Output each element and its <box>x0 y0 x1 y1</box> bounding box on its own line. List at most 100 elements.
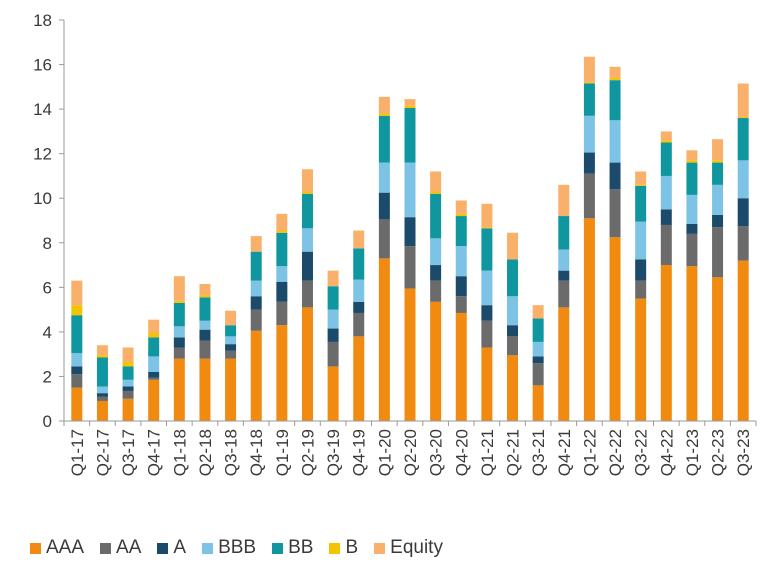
bar-segment-bb <box>583 83 595 116</box>
legend-label: Equity <box>390 537 443 558</box>
bar-segment-bbb <box>712 184 724 215</box>
bar-segment-aaa <box>712 277 724 421</box>
bar-segment-equity <box>583 56 595 83</box>
y-tick-label: 16 <box>33 56 52 75</box>
x-tick-label: Q1-18 <box>170 429 189 476</box>
bar-segment-b <box>712 160 724 163</box>
bar-segment-bbb <box>455 246 467 277</box>
y-tick-label: 0 <box>43 412 52 431</box>
legend-swatch <box>272 542 284 554</box>
bar-segment-bb <box>250 251 262 281</box>
bar-segment-aa <box>225 350 237 359</box>
bar-segment-a <box>558 270 570 281</box>
bar-segment-bb <box>353 248 365 280</box>
legend-swatch <box>202 542 214 554</box>
bar-segment-bbb <box>686 194 698 224</box>
legend-swatch <box>157 542 169 554</box>
bar-segment-a <box>455 276 467 297</box>
legend-swatch <box>100 542 112 554</box>
bar-segment-aaa <box>353 336 365 421</box>
bar-segment-bb <box>481 228 493 271</box>
bar-segment-a <box>225 344 237 351</box>
bar-segment-aa <box>301 280 313 308</box>
y-tick-label: 18 <box>33 11 52 30</box>
bar-segment-aaa <box>507 355 519 421</box>
x-tick-label: Q1-23 <box>683 429 702 476</box>
x-tick-label: Q1-22 <box>580 429 599 476</box>
bar-segment-bb <box>507 259 519 297</box>
bar-segment-a <box>507 325 519 337</box>
bar-segment-aa <box>532 363 544 386</box>
bar-segment-aa <box>686 233 698 267</box>
bar-segment-equity <box>455 200 467 214</box>
bar-segment-bbb <box>507 296 519 326</box>
bar-segment-aaa <box>430 301 442 421</box>
bar-segment-equity <box>404 99 416 106</box>
x-tick-label: Q1-17 <box>68 429 87 476</box>
bar-segment-a <box>173 337 185 348</box>
bar-segment-aa <box>609 189 621 238</box>
bar-segment-aa <box>199 340 211 359</box>
x-tick-label: Q2-20 <box>401 429 420 476</box>
bar-segment-b <box>583 82 595 84</box>
bar-segment-bbb <box>122 379 134 387</box>
legend-label: B <box>345 537 359 558</box>
bar-segment-bbb <box>199 320 211 330</box>
bar-segment-aa <box>558 280 570 308</box>
y-axis: 0 2 4 6 8 10 12 14 16 18 <box>33 11 65 431</box>
bar-segment-aa <box>660 224 672 266</box>
bar-segment-aa <box>737 226 749 261</box>
bar-segment-bb <box>609 80 621 121</box>
bar-segment-bbb <box>532 341 544 357</box>
bar-segment-equity <box>96 345 108 356</box>
bar-segment-aaa <box>225 358 237 421</box>
bar-segment-aa <box>327 341 339 367</box>
x-tick-label: Q3-18 <box>222 429 241 476</box>
bar-segment-equity <box>225 310 237 326</box>
bar-segment-bb <box>148 337 160 357</box>
bar-segment-a <box>660 209 672 225</box>
bar-segment-b <box>481 227 493 229</box>
bar-segment-a <box>430 265 442 281</box>
bar-segment-equity <box>250 236 262 252</box>
bar-segment-bb <box>737 118 749 161</box>
bar-segment-aa <box>430 280 442 302</box>
bar-segment-aaa <box>609 237 621 421</box>
bar-segment-aaa <box>455 312 467 421</box>
bar-segment-bbb <box>635 221 647 260</box>
bar-segment-a <box>327 328 339 342</box>
legend-swatch <box>329 542 341 554</box>
bar-segment-b <box>122 361 134 367</box>
bar-segment-equity <box>71 280 83 306</box>
bar-segment-bbb <box>301 228 313 252</box>
bar-segment-bb <box>712 162 724 185</box>
legend-label: BBB <box>218 537 257 558</box>
bar-segment-aaa <box>635 298 647 421</box>
x-tick-label: Q2-19 <box>298 429 317 476</box>
bar-segment-bb <box>378 115 390 163</box>
bar-segment-b <box>96 355 108 358</box>
bar-segment-equity <box>507 232 519 260</box>
bar-segment-a <box>96 393 108 397</box>
bar-segment-equity <box>148 319 160 334</box>
bar-segment-a <box>737 198 749 227</box>
bar-segment-b <box>404 105 416 108</box>
y-tick-label: 10 <box>33 189 52 208</box>
bar-segment-aa <box>378 219 390 259</box>
bar-segment-aaa <box>122 398 134 421</box>
legend-label: AAA <box>46 537 85 558</box>
bar-segment-a <box>635 259 647 281</box>
bar-segment-bbb <box>173 326 185 338</box>
legend-item-equity: Equity <box>374 537 443 559</box>
bar-segment-aaa <box>250 330 262 421</box>
bar-segment-bbb <box>430 238 442 266</box>
legend-label: AA <box>116 537 142 558</box>
bar-segment-aa <box>455 296 467 313</box>
x-tick-label: Q4-17 <box>145 429 164 476</box>
bars <box>71 56 749 421</box>
bar-segment-b <box>635 184 647 186</box>
x-tick-label: Q1-20 <box>375 429 394 476</box>
bar-segment-bb <box>686 162 698 195</box>
x-tick-label: Q1-19 <box>273 429 292 476</box>
bar-segment-b <box>148 333 160 338</box>
